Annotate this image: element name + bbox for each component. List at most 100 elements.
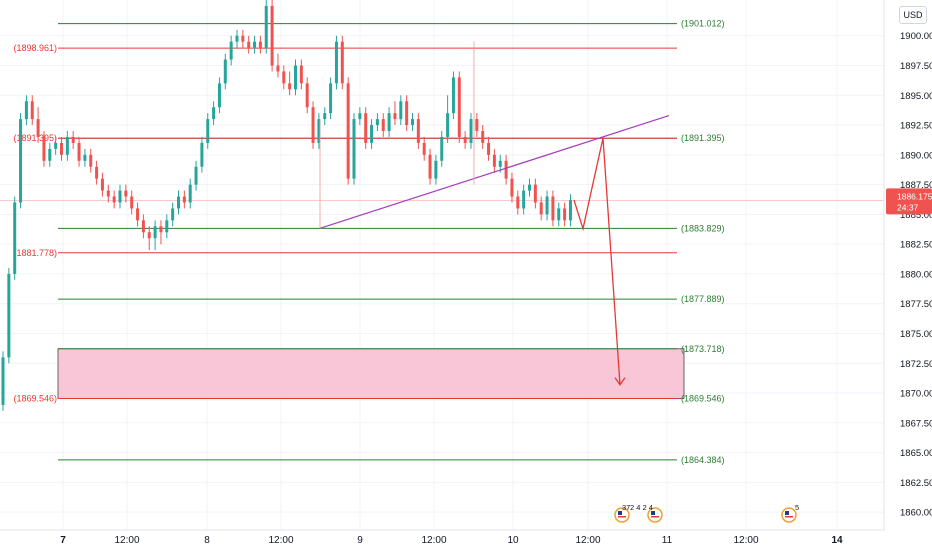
candle-body: [30, 101, 34, 120]
currency-button[interactable]: USD: [899, 6, 927, 24]
projection-path: [573, 138, 621, 385]
candle-body: [305, 83, 309, 108]
y-tick-label: 1880.000: [900, 269, 932, 280]
x-tick-label: 7: [60, 535, 66, 546]
candle-body: [264, 5, 268, 48]
candle-body: [475, 119, 479, 132]
candle-body: [165, 220, 169, 233]
candle-body: [270, 5, 274, 66]
x-tick-label: 12:00: [268, 535, 293, 546]
candle-body: [434, 160, 438, 179]
candle-body: [112, 196, 116, 203]
level-label: (1891.395): [13, 133, 57, 143]
candle-body: [136, 208, 140, 221]
time-axis[interactable]: 7 12:00 8 12:00 9 12:00 10 12:00 11 12:00 14: [60, 535, 843, 546]
x-tick-label: 9: [357, 535, 363, 546]
candle-body: [352, 119, 356, 179]
y-tick-label: 1877.500: [900, 299, 932, 310]
us-flag-stripe: [651, 516, 659, 518]
candle-body: [217, 83, 221, 108]
candle-body: [130, 196, 134, 209]
level-label: (1864.384): [681, 455, 725, 465]
candle-body: [258, 41, 262, 48]
us-flag-canton: [651, 511, 655, 515]
candle-body: [60, 142, 63, 155]
level-label: (1877.889): [681, 294, 725, 304]
candle-body: [65, 136, 69, 155]
candle-body: [200, 142, 204, 167]
candle-body: [153, 226, 157, 239]
y-tick-label: 1882.500: [900, 240, 932, 251]
candle-body: [89, 154, 93, 167]
x-tick-label: 8: [204, 535, 210, 546]
y-tick-label: 1875.000: [900, 329, 932, 340]
candle-body: [276, 65, 280, 72]
candle-body: [177, 196, 180, 209]
grid-lines: [0, 0, 884, 530]
candle-body: [36, 119, 40, 137]
us-flag-canton: [618, 511, 622, 515]
candle-body: [340, 41, 344, 84]
candle-body: [147, 232, 151, 239]
candle-body: [375, 119, 379, 126]
candle-body: [317, 119, 321, 143]
candle-body: [141, 220, 145, 233]
y-tick-label: 1860.000: [900, 508, 932, 519]
candle-body: [206, 119, 210, 143]
event-label: 2 4 2 4: [630, 503, 653, 512]
economic-events: 37 2 4 2 4 5: [614, 503, 799, 523]
candle-body: [83, 154, 87, 161]
event-count: 5: [795, 503, 799, 512]
candle-body: [370, 125, 374, 143]
candle-body: [399, 101, 403, 120]
level-label: (1881.778): [13, 248, 57, 258]
candle-body: [124, 190, 128, 197]
candle-body: [387, 113, 391, 132]
y-tick-label: 1895.000: [900, 91, 932, 102]
candle-body: [323, 113, 327, 120]
candle-body: [247, 41, 251, 48]
last-price-badge: [886, 188, 932, 215]
candle-body: [188, 184, 192, 203]
candle-body: [457, 77, 461, 137]
candle-body: [416, 119, 420, 143]
candle-body: [422, 142, 426, 155]
candle-body: [212, 107, 216, 120]
candle-body: [405, 101, 409, 126]
candle-body: [568, 200, 572, 221]
candle-body: [451, 77, 455, 114]
candle-body: [1, 357, 5, 405]
level-label: (1901.012): [681, 19, 725, 29]
level-lines: (1901.012) (1898.961) (1891.395) (1891.395)…: [13, 19, 724, 465]
candle-body: [100, 178, 104, 191]
candle-body: [563, 208, 567, 221]
level-label: (1891.395): [681, 133, 725, 143]
level-label: (1883.829): [681, 223, 725, 233]
y-tick-label: 1892.500: [900, 121, 932, 132]
candle-body: [229, 41, 233, 60]
candle-body: [498, 160, 502, 167]
x-tick-label: 11: [662, 535, 673, 546]
candlestick-series: [1, 0, 572, 411]
level-label: (1898.961): [13, 43, 57, 53]
level-label: (1869.546): [13, 393, 57, 403]
candle-body: [7, 273, 11, 358]
candle-body: [118, 190, 122, 203]
last-price-countdown: 24:37: [897, 202, 919, 212]
candle-body: [481, 131, 485, 143]
candle-body: [77, 142, 81, 161]
y-tick-label: 1870.000: [900, 389, 932, 400]
x-tick-label: 10: [507, 535, 519, 546]
candle-body: [446, 113, 450, 137]
price-axis[interactable]: 1860.000 1862.500 1865.000 1867.500 1870.000…: [900, 31, 932, 518]
y-tick-label: 1890.000: [900, 150, 932, 161]
candle-body: [358, 113, 362, 120]
candle-body: [539, 202, 543, 215]
candle-body: [241, 35, 245, 42]
candle-body: [393, 113, 397, 120]
event-count: 37: [622, 503, 630, 512]
candle-body: [171, 208, 175, 221]
drawings: [319, 41, 670, 386]
candle-body: [334, 41, 338, 84]
